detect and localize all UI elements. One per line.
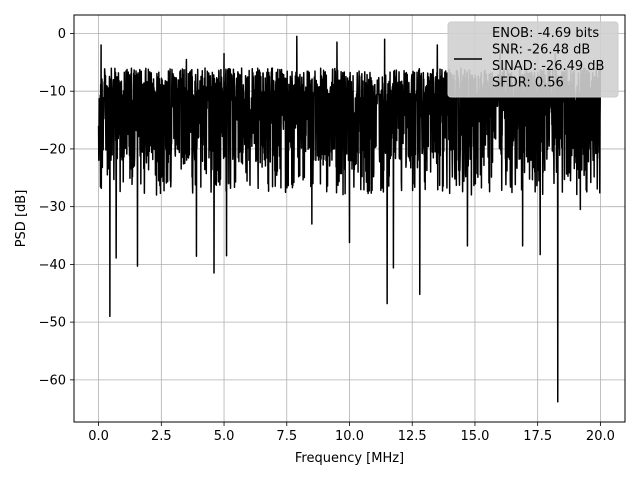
y-axis-label: PSD [dB]	[14, 190, 29, 248]
x-axis-label: Frequency [MHz]	[295, 451, 404, 466]
x-tick-label: 10.0	[335, 429, 364, 444]
legend-snr: SNR: -26.48 dB	[492, 43, 590, 58]
x-tick-label: 2.5	[151, 429, 172, 444]
legend-sinad: SINAD: -26.49 dB	[492, 59, 604, 74]
x-tick-label: 20.0	[586, 429, 615, 444]
axis-ticks: 0.0 2.5 5.0 7.5 10.0 12.5 15.0 17.5 20.0 0 −10 −20 −…	[39, 27, 615, 444]
legend-box	[447, 21, 619, 98]
x-tick-label: 17.5	[523, 429, 552, 444]
y-tick-label: −40	[39, 258, 66, 273]
y-tick-label: 0	[58, 27, 66, 42]
y-tick-label: −20	[39, 142, 66, 157]
x-tick-label: 12.5	[398, 429, 427, 444]
legend-sfdr: SFDR: 0.56	[492, 76, 564, 91]
legend: ENOB: -4.69 bits SNR: -26.48 dB SINAD: -…	[447, 21, 619, 98]
x-tick-label: 0.0	[88, 429, 109, 444]
psd-trace	[97, 35, 602, 403]
y-tick-label: −50	[39, 316, 66, 331]
x-tick-label: 5.0	[214, 429, 235, 444]
y-tick-label: −10	[39, 85, 66, 100]
y-tick-label: −30	[39, 200, 66, 215]
y-tick-label: −60	[39, 373, 66, 388]
x-tick-label: 7.5	[276, 429, 297, 444]
psd-line	[97, 35, 602, 403]
legend-enob: ENOB: -4.69 bits	[492, 26, 599, 41]
x-tick-label: 15.0	[460, 429, 489, 444]
